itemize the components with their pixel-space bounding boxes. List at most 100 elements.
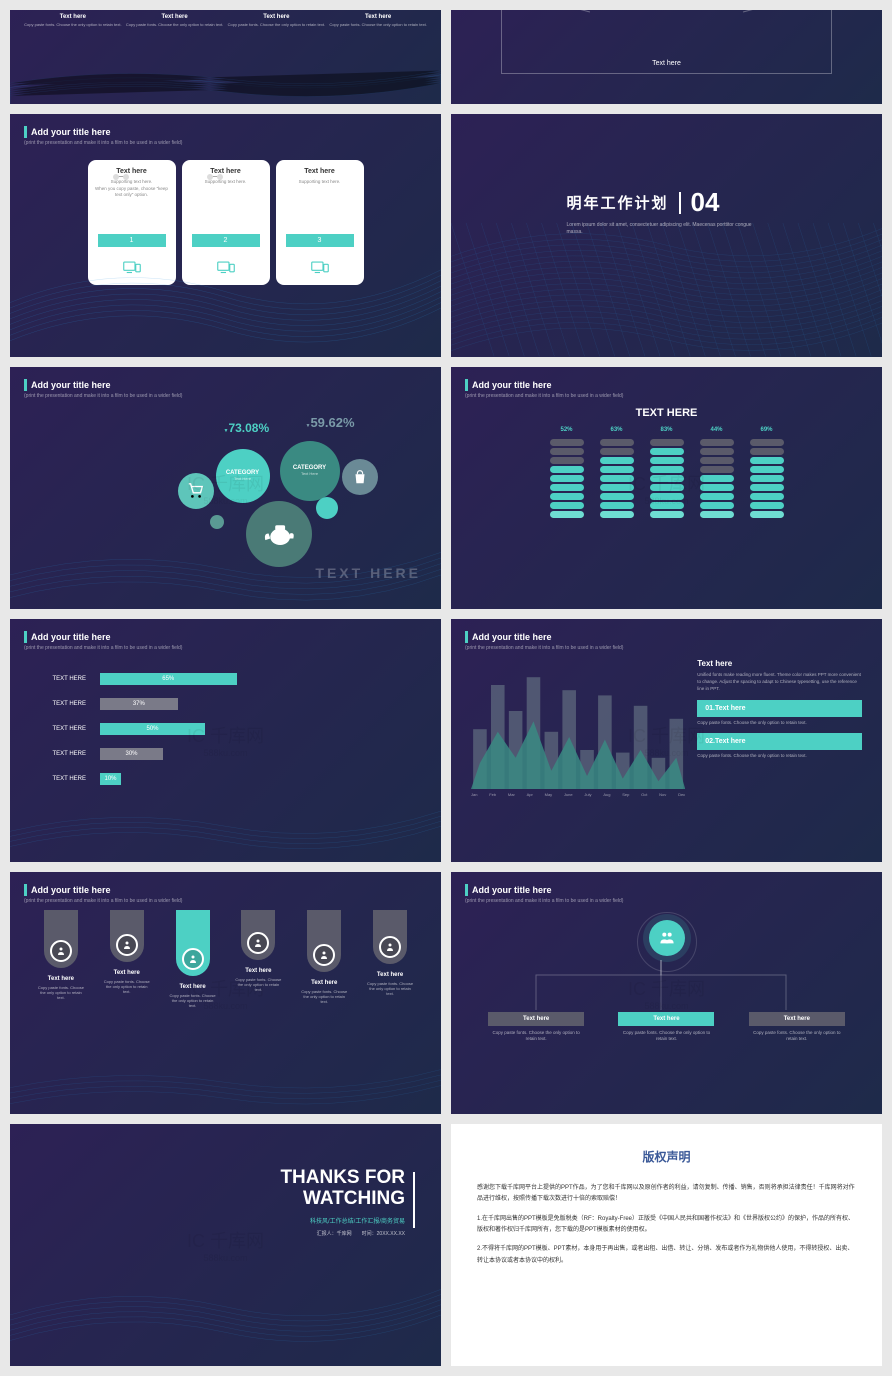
- segmented-column: 63%: [600, 427, 634, 518]
- person-icon: [319, 950, 329, 960]
- slide-title: Add your title here: [472, 632, 552, 642]
- copyright-p2: 1.在千库网出售的PPT模板是免版税类（RF：Royalty-Free）正版受《…: [477, 1214, 856, 1237]
- person-icon: [385, 942, 395, 952]
- slide-tree-diagram: Add your title here (print the presentat…: [451, 872, 882, 1114]
- ribbon-column: Text here Copy paste fonts. Choose the o…: [299, 910, 349, 1009]
- wave-decoration: [10, 1061, 441, 1114]
- slide-bubble-chart: Add your title here (print the presentat…: [10, 367, 441, 609]
- section-number: 04: [691, 187, 720, 218]
- slide-copyright: 版权声明 感谢您下载千库网平台上提供的PPT作品，为了您和千库网以及原创作者的利…: [451, 1124, 882, 1366]
- side-title: Text here: [697, 659, 862, 668]
- section-title: 明年工作计划: [567, 192, 669, 213]
- copyright-p1: 感谢您下载千库网平台上提供的PPT作品，为了您和千库网以及原创作者的利益，请勿复…: [477, 1183, 856, 1206]
- root-node: [649, 920, 685, 956]
- slide-subtitle: (print the presentation and make it into…: [465, 645, 623, 651]
- thanks-line2: WATCHING: [280, 1189, 405, 1210]
- hbar-row: TEXT HERE65%: [30, 673, 421, 685]
- slide-segmented-bars: Add your title here (print the presentat…: [451, 367, 882, 609]
- slide-ribbon-columns: Add your title here (print the presentat…: [10, 872, 441, 1114]
- ribbon-column: Text here Copy paste fonts. Choose the o…: [365, 910, 415, 1009]
- slide-section-header: 明年工作计划 04 Lorem ipsum dolor sit amet, co…: [451, 114, 882, 356]
- bubble: [210, 515, 224, 529]
- person-icon: [56, 946, 66, 956]
- slide-subtitle: (print the presentation and make it into…: [24, 393, 182, 399]
- card-number-badge: 1: [98, 234, 166, 247]
- slide-title: Add your title here: [31, 885, 111, 895]
- ribbon-column: Text here Copy paste fonts. Choose the o…: [36, 910, 86, 1009]
- slide-subtitle: (print the presentation and make it into…: [24, 645, 182, 651]
- percentage-label: ▼73.08%: [224, 421, 270, 435]
- ribbon-column: Text here Copy paste fonts. Choose the o…: [233, 910, 283, 1009]
- slide-title: Add your title here: [472, 885, 552, 895]
- callout-bar: 01.Text here: [697, 700, 862, 717]
- bubble: [178, 473, 214, 509]
- slide-subtitle: (print the presentation and make it into…: [24, 140, 182, 146]
- hbar-row: TEXT HERE50%: [30, 723, 421, 735]
- segmented-column: 52%: [550, 427, 584, 518]
- divider: [679, 192, 681, 214]
- mini-column: Text hereCopy paste fonts. Choose the on…: [329, 14, 427, 27]
- slide-three-cards: Add your title here (print the presentat…: [10, 114, 441, 356]
- slide-subtitle: (print the presentation and make it into…: [24, 898, 182, 904]
- slide-title: Add your title here: [31, 380, 111, 390]
- slide-thanks: THANKS FOR WATCHING 科技风/工作总结/工作汇报/商务贸易 汇…: [10, 1124, 441, 1366]
- card-number-badge: 3: [286, 234, 354, 247]
- side-body: Unified fonts make reading more fluent. …: [697, 672, 862, 692]
- bubble: CATEGORYText Here: [280, 441, 340, 501]
- mini-column: Text hereCopy paste fonts. Choose the on…: [24, 14, 122, 27]
- watermark: IC 千库网588ku.com: [187, 1227, 264, 1263]
- slide-title: Add your title here: [31, 632, 111, 642]
- person-icon: [122, 940, 132, 950]
- tree-leaf: Text hereCopy paste fonts. Choose the on…: [618, 1012, 714, 1042]
- slide-subtitle: (print the presentation and make it into…: [465, 898, 623, 904]
- ribbon-column: Text here Copy paste fonts. Choose the o…: [102, 910, 152, 1009]
- bubble: [316, 497, 338, 519]
- callout-sub: Copy paste fonts. Choose the only option…: [697, 753, 862, 758]
- slide-area-chart: Add your title here (print the presentat…: [451, 619, 882, 861]
- person-icon: [188, 954, 198, 964]
- chart-title: TEXT HERE: [471, 407, 862, 419]
- segmented-column: 83%: [650, 427, 684, 518]
- tree-leaf: Text hereCopy paste fonts. Choose the on…: [488, 1012, 584, 1042]
- slide-title: Add your title here: [31, 127, 111, 137]
- slide-title: Add your title here: [472, 380, 552, 390]
- percentage-label: ▼59.62%: [306, 415, 355, 430]
- thanks-author: 汇报人：千库网 时间：20XX.XX.XX: [280, 1230, 405, 1237]
- box-label: Text here: [652, 60, 681, 67]
- wave-decoration: [10, 62, 441, 104]
- people-icon: [659, 930, 675, 946]
- tree-connectors: [471, 960, 851, 1010]
- card-number-badge: 2: [192, 234, 260, 247]
- wave-decoration: [10, 541, 441, 609]
- segmented-column: 44%: [700, 427, 734, 518]
- wave-decoration: [10, 1274, 441, 1366]
- wave-decoration: [10, 801, 441, 862]
- outlined-box: Text here: [501, 10, 832, 74]
- slide-horizontal-bars: Add your title here (print the presentat…: [10, 619, 441, 861]
- person-icon: [253, 938, 263, 948]
- thanks-subtitle: 科技风/工作总结/工作汇报/商务贸易: [280, 1216, 405, 1225]
- copyright-p3: 2.不得将千库网的PPT模板、PPT素材，本身用于再出售，或者出租、出借、转让、…: [477, 1244, 856, 1267]
- wave-decoration: [10, 248, 441, 357]
- thanks-line1: THANKS FOR: [280, 1168, 405, 1189]
- copyright-title: 版权声明: [477, 1146, 856, 1169]
- cart-icon: [187, 482, 205, 500]
- bubble: [342, 459, 378, 495]
- callout-sub: Copy paste fonts. Choose the only option…: [697, 720, 862, 725]
- segmented-column: 69%: [750, 427, 784, 518]
- hbar-row: TEXT HERE30%: [30, 748, 421, 760]
- bag-icon: [351, 468, 369, 486]
- slide-partial-box: Text here: [451, 10, 882, 104]
- bubble: CATEGORYText Here: [216, 449, 270, 503]
- ribbon-column: Text here Copy paste fonts. Choose the o…: [168, 910, 218, 1009]
- wave-mesh: [451, 223, 882, 356]
- mini-column: Text hereCopy paste fonts. Choose the on…: [228, 14, 326, 27]
- divider: [413, 1172, 415, 1228]
- mini-column: Text hereCopy paste fonts. Choose the on…: [126, 14, 224, 27]
- callout-bar: 02.Text here: [697, 733, 862, 750]
- hbar-row: TEXT HERE10%: [30, 773, 421, 785]
- hbar-row: TEXT HERE37%: [30, 698, 421, 710]
- slide-partial-columns: Text hereCopy paste fonts. Choose the on…: [10, 10, 441, 104]
- tree-leaf: Text hereCopy paste fonts. Choose the on…: [749, 1012, 845, 1042]
- area-chart: JanFebMarAprMayJuneJulyAugSepOctNovDec: [471, 659, 685, 789]
